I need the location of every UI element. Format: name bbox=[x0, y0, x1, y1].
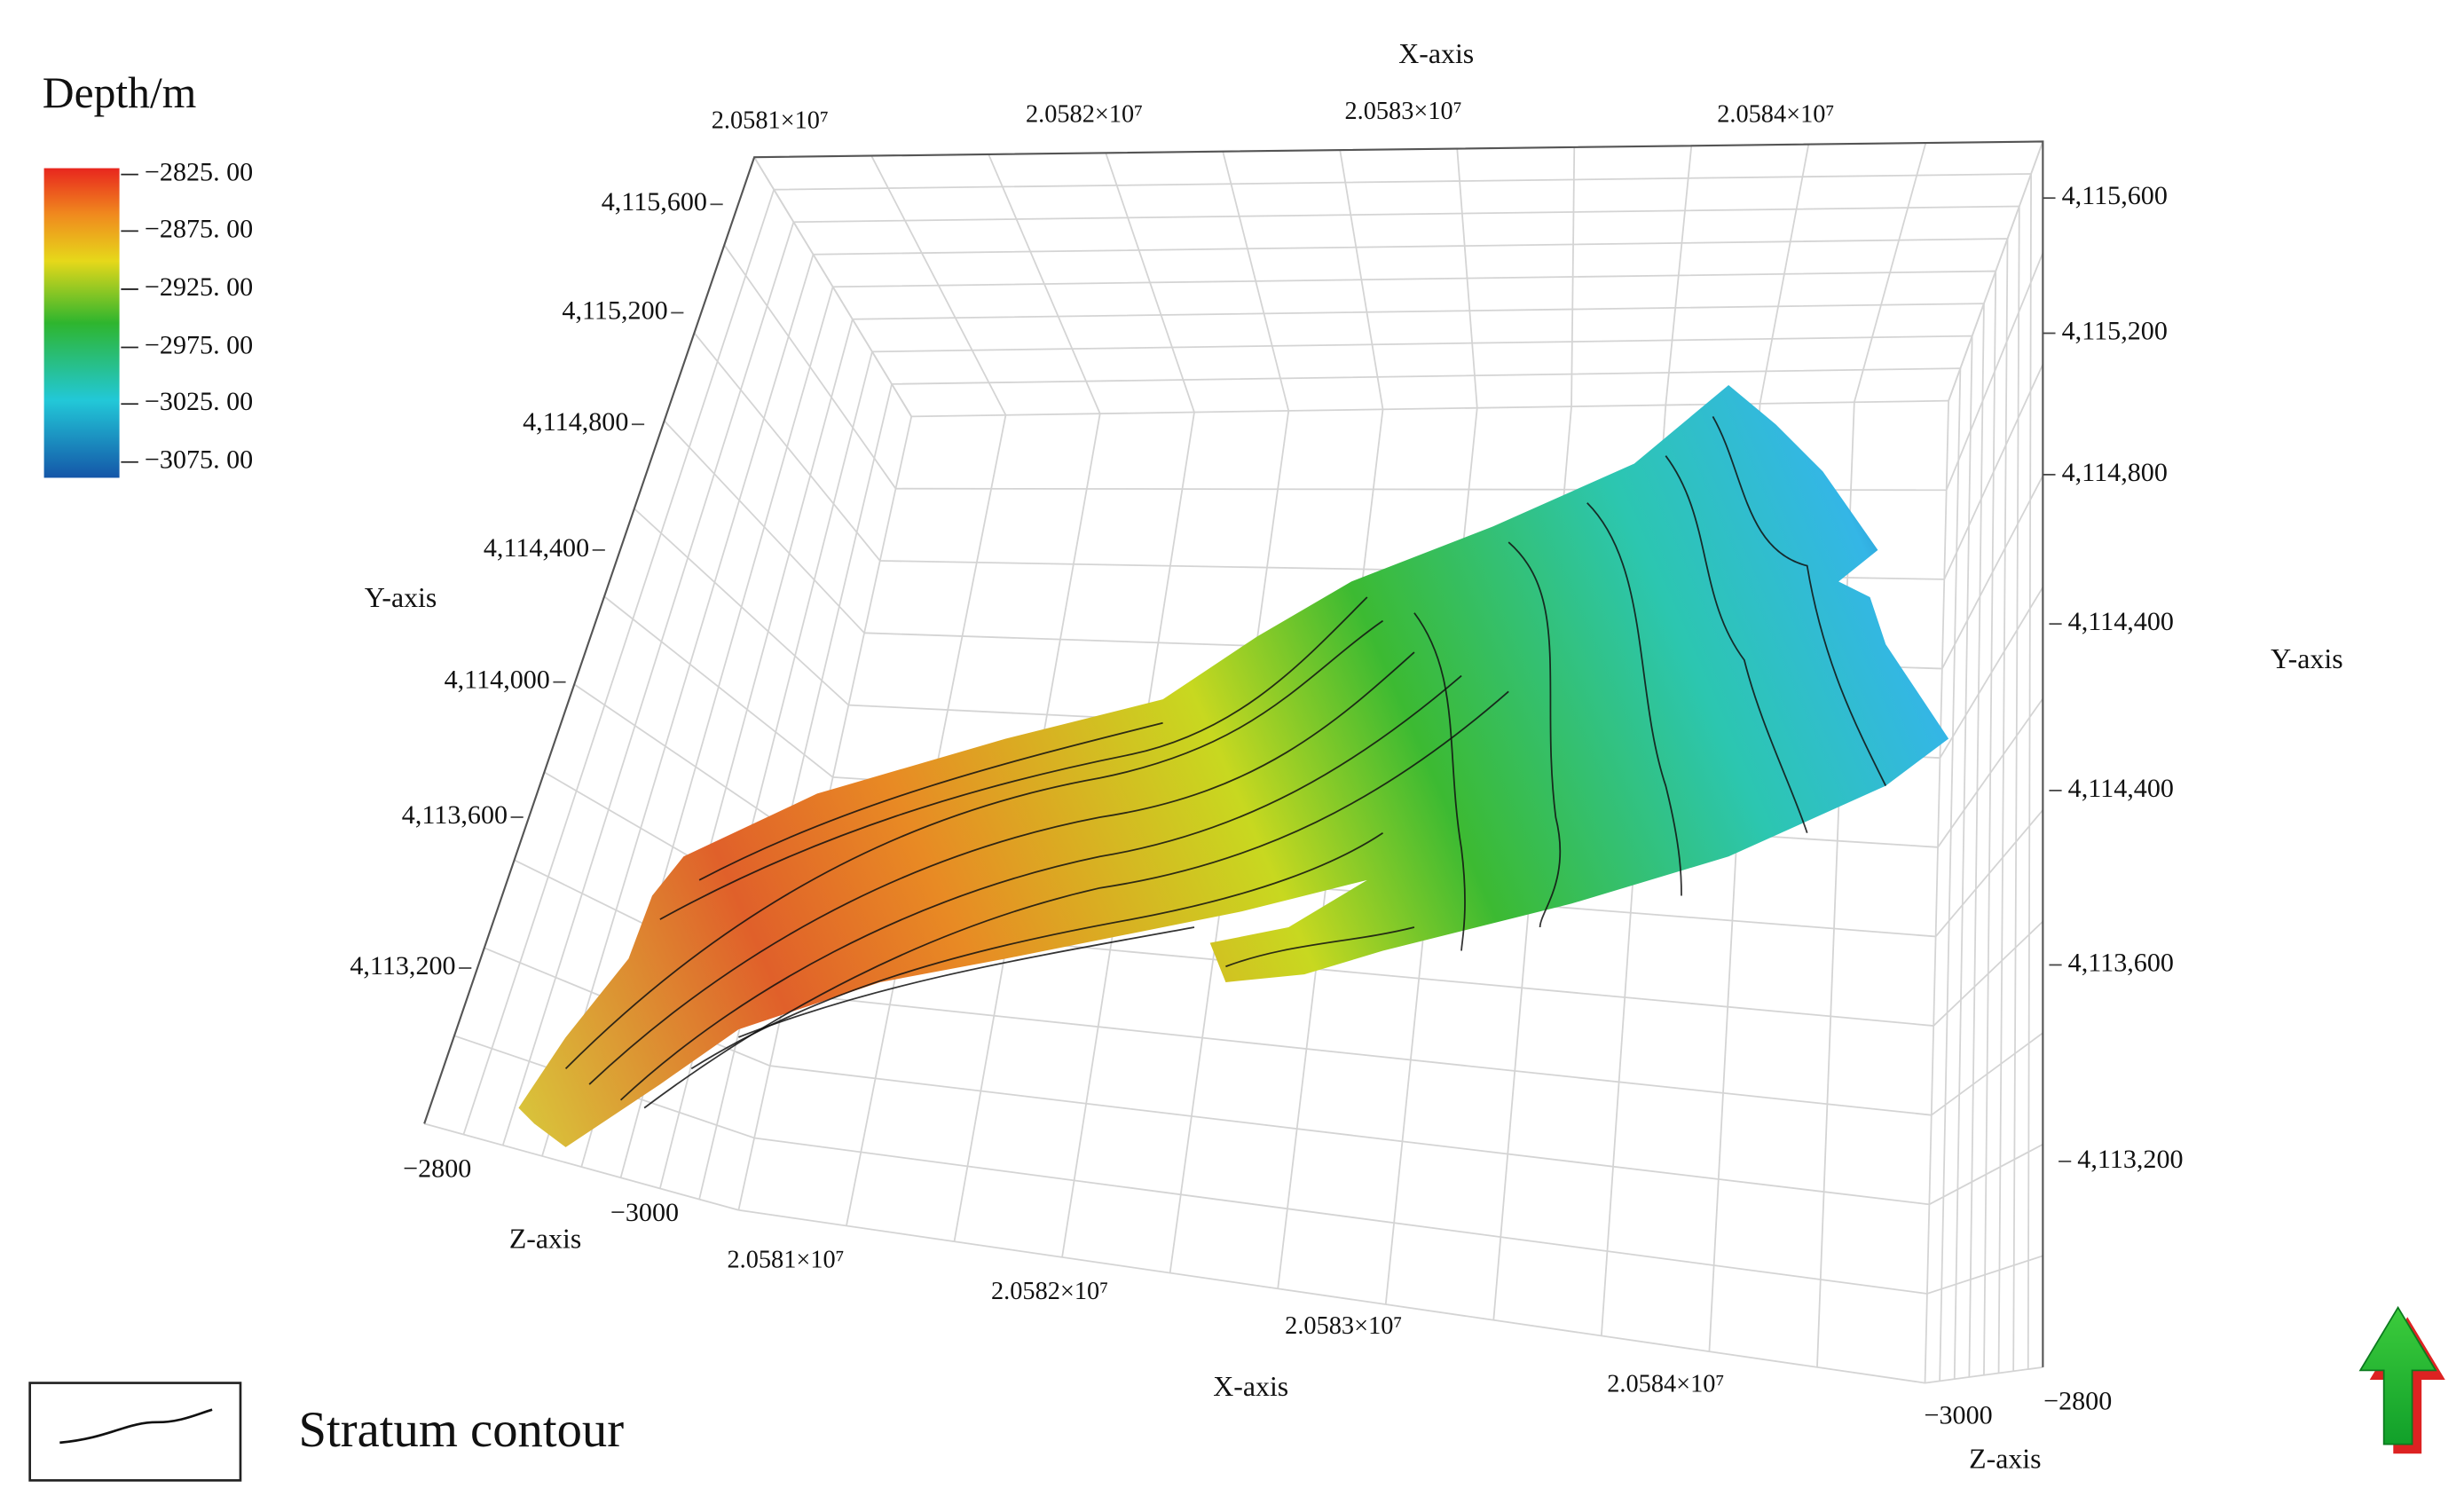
grid-line bbox=[541, 238, 2009, 1374]
tick-label: 4,115,200 bbox=[2062, 315, 2168, 345]
tick-label: 2.0583×10⁷ bbox=[1344, 98, 1461, 125]
colorbar-label: −2825. 00 bbox=[145, 157, 253, 187]
tick-label: 2.0583×10⁷ bbox=[1285, 1312, 1402, 1340]
tick-label: 4,115,600 bbox=[2062, 180, 2168, 210]
grid-line bbox=[1924, 400, 1949, 1383]
north-arrow bbox=[2358, 1305, 2445, 1454]
colorbar-label: −2975. 00 bbox=[145, 329, 253, 359]
axis-label: Y-axis bbox=[2271, 643, 2342, 674]
grid-line bbox=[462, 173, 2032, 1370]
axis-label: X-axis bbox=[1398, 38, 1474, 69]
colorbar bbox=[43, 168, 120, 478]
tick-label: 2.0584×10⁷ bbox=[1607, 1371, 1724, 1398]
tick-label: −2800 bbox=[403, 1153, 471, 1183]
tick-label: 4,113,200 bbox=[350, 950, 455, 980]
colorbar-label: −3075. 00 bbox=[145, 445, 253, 475]
tick-label: 2.0581×10⁷ bbox=[727, 1247, 844, 1274]
legend-label: Stratum contour bbox=[298, 1403, 624, 1458]
tick-label: 2.0581×10⁷ bbox=[712, 107, 829, 135]
tick-label: 4,113,600 bbox=[402, 799, 508, 830]
grid-line bbox=[501, 205, 2020, 1372]
grid-line bbox=[769, 1065, 1930, 1206]
grid-line bbox=[658, 335, 1973, 1380]
legend-box bbox=[28, 1382, 242, 1482]
grid-line bbox=[753, 1137, 1928, 1295]
tick-label: 4,114,400 bbox=[484, 532, 589, 563]
tick-label: 4,114,400 bbox=[2068, 773, 2174, 803]
colorbar-title: Depth/m bbox=[43, 68, 197, 117]
tick-label: 2.0584×10⁷ bbox=[1717, 101, 1834, 129]
surface bbox=[518, 384, 1949, 1147]
tick-label: 4,115,600 bbox=[602, 186, 707, 217]
tick-label: −3000 bbox=[1925, 1399, 1993, 1429]
tick-label: 4,114,000 bbox=[445, 665, 550, 695]
tick-label: −3000 bbox=[610, 1197, 679, 1227]
axis-label: Z-axis bbox=[509, 1223, 581, 1254]
axis-line bbox=[423, 140, 2044, 1367]
tick-label: 4,113,600 bbox=[2068, 947, 2174, 977]
tick-label: 2.0582×10⁷ bbox=[1026, 101, 1143, 129]
grid-line bbox=[698, 367, 1962, 1382]
tick-label: 4,113,200 bbox=[2077, 1144, 2183, 1174]
axis-label: Z-axis bbox=[1969, 1443, 2041, 1474]
colorbar-label: −2925. 00 bbox=[145, 272, 253, 302]
tick-label: 2.0582×10⁷ bbox=[991, 1278, 1108, 1305]
colorbar-label: −3025. 00 bbox=[145, 386, 253, 416]
tick-label: 4,115,200 bbox=[562, 295, 667, 325]
colorbar-label: −2875. 00 bbox=[145, 213, 253, 243]
grid-line bbox=[619, 303, 1985, 1377]
axis-label: Y-axis bbox=[365, 582, 437, 613]
tick-label: 4,114,800 bbox=[2062, 457, 2168, 487]
grid-line bbox=[738, 1209, 1925, 1384]
tick-label: 4,114,400 bbox=[2068, 606, 2174, 636]
legend-line bbox=[59, 1408, 213, 1445]
axis-label: X-axis bbox=[1213, 1371, 1288, 1402]
grid-line bbox=[580, 270, 1997, 1375]
tick-label: 4,114,800 bbox=[523, 406, 628, 437]
grid-line bbox=[785, 992, 1932, 1116]
grid-line bbox=[911, 399, 1949, 418]
tick-label: −2800 bbox=[2043, 1386, 2112, 1416]
